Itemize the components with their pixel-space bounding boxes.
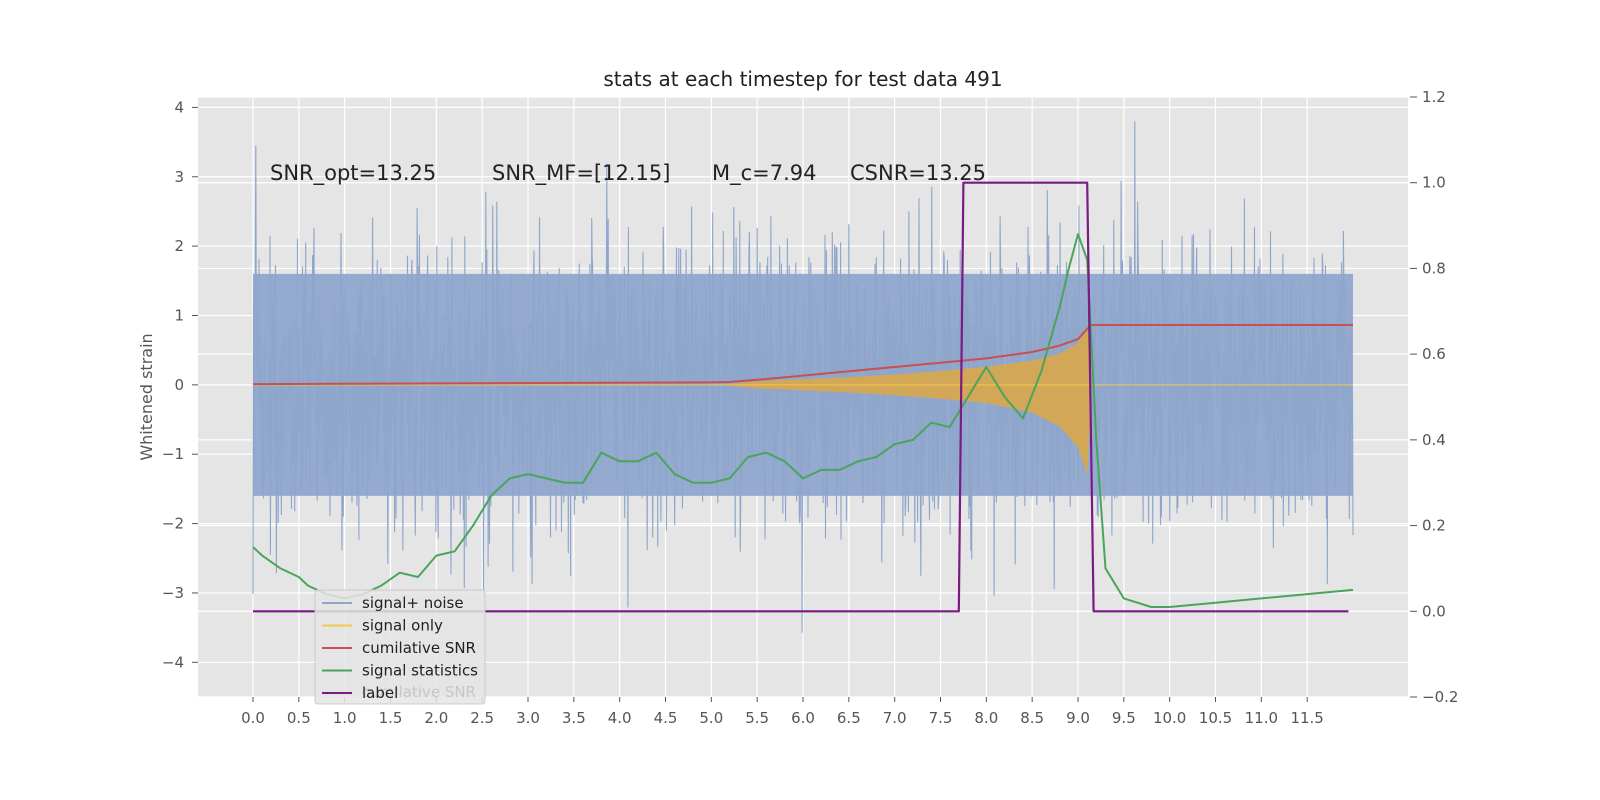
y2-tick-label: 1.2	[1422, 88, 1446, 106]
annotation-mc: M_c=7.94	[712, 161, 817, 186]
x-tick-label: 11.0	[1245, 709, 1278, 727]
x-tick-label: 3.5	[562, 709, 586, 727]
legend-box	[314, 589, 486, 705]
y2-tick-label: 1.0	[1422, 174, 1446, 192]
x-tick-label: 6.5	[837, 709, 861, 727]
x-tick-label: 11.5	[1290, 709, 1323, 727]
signal-only-series	[253, 325, 1353, 475]
x-tick-label: 4.0	[608, 709, 632, 727]
annotations: SNR_opt=13.25 SNR_MF=[12.15] M_c=7.94 CS…	[270, 161, 986, 186]
noise-trace	[252, 121, 1354, 633]
x-tick-label: 9.5	[1112, 709, 1136, 727]
x-tick-label: 4.5	[654, 709, 678, 727]
annotation-snr-opt: SNR_opt=13.25	[270, 161, 436, 186]
x-tick-label: 10.5	[1199, 709, 1232, 727]
chart-title: stats at each timestep for test data 491	[603, 67, 1002, 91]
x-tick-label: 6.0	[791, 709, 815, 727]
y-axis-left: −4 −3 −2 −1 0 1 2 3 4	[162, 98, 198, 671]
cumulative-snr-series	[252, 324, 1353, 386]
y2-tick-label: 0.0	[1422, 602, 1446, 620]
x-tick-label: 8.0	[974, 709, 998, 727]
legend-entries: signal+ noise signal only cumilative SNR si…	[322, 594, 478, 702]
y-tick-label: −1	[162, 445, 184, 463]
x-tick-label: 3.0	[516, 709, 540, 727]
y2-tick-label: 0.4	[1422, 431, 1446, 449]
x-tick-label: 7.0	[883, 709, 907, 727]
x-axis: 0.0 0.5 1.0 1.5 2.0 2.5 3.0 3.5 4.0 4.5 5.0 5.5 6.0 6…	[241, 697, 1324, 727]
label-line	[253, 181, 1349, 613]
cumulative-snr-line	[252, 324, 1353, 386]
y-tick-label: 0	[174, 376, 184, 394]
legend-ghost-text: cumilative SNR	[362, 683, 476, 701]
x-tick-label: 7.5	[929, 709, 953, 727]
y-tick-label: −3	[162, 584, 184, 602]
x-tick-label: 5.0	[699, 709, 723, 727]
legend-entry: label	[362, 684, 398, 702]
legend: cumilative SNR signal+ noise signal only c…	[314, 589, 486, 705]
x-tick-label: 10.0	[1153, 709, 1186, 727]
y-axis-right: −0.2 0.0 0.2 0.4 0.6 0.8 1.0 1.2	[1410, 88, 1458, 706]
x-tick-label: 1.5	[379, 709, 403, 727]
y-tick-label: 1	[174, 306, 184, 324]
x-tick-label: 8.5	[1020, 709, 1044, 727]
x-tick-label: 2.0	[424, 709, 448, 727]
signal-statistics-line	[252, 233, 1354, 608]
legend-entry: signal only	[362, 617, 443, 635]
y2-tick-label: 0.6	[1422, 345, 1446, 363]
x-tick-label: 9.0	[1066, 709, 1090, 727]
x-tick-label: 5.5	[745, 709, 769, 727]
legend-entry: cumilative SNR	[362, 639, 476, 657]
y-axis-label: Whitened strain	[137, 333, 156, 460]
annotation-snr-mf: SNR_MF=[12.15]	[492, 161, 670, 186]
y2-tick-label: 0.8	[1422, 259, 1446, 277]
x-tick-label: 0.5	[287, 709, 311, 727]
signal-envelope	[253, 325, 1353, 475]
legend-entry: signal+ noise	[362, 594, 464, 612]
annotation-csnr: CSNR=13.25	[850, 161, 986, 185]
y2-tick-label: 0.2	[1422, 517, 1446, 535]
label-series	[253, 181, 1349, 613]
x-tick-label: 2.5	[470, 709, 494, 727]
y2-tick-label: −0.2	[1422, 688, 1458, 706]
x-tick-label: 1.0	[333, 709, 357, 727]
y-tick-label: 3	[174, 168, 184, 186]
y-tick-label: −2	[162, 515, 184, 533]
x-tick-label: 0.0	[241, 709, 265, 727]
y-tick-label: 2	[174, 237, 184, 255]
y-tick-label: 4	[174, 98, 184, 116]
legend-entry: signal statistics	[362, 662, 478, 680]
y-tick-label: −4	[162, 653, 184, 671]
signal-statistics-series	[252, 233, 1354, 608]
